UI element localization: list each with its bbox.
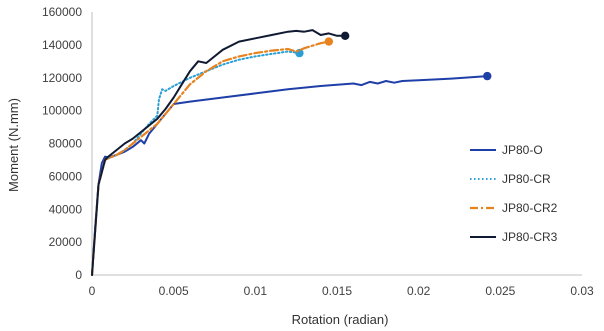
series-line-jp80-cr (91, 50, 301, 276)
y-tick-label: 160000 (42, 5, 82, 19)
series-layer (90, 29, 492, 277)
x-axis-title: Rotation (radian) (292, 312, 389, 327)
x-tick-label: 0.01 (244, 284, 268, 298)
axes (91, 12, 582, 276)
series-end-marker-jp80-cr2 (324, 37, 334, 46)
y-tick-label: 140000 (42, 38, 82, 52)
x-axis-tick-labels: 0 0.005 0.01 0.015 0.02 0.025 0.03 (89, 284, 594, 298)
series-line-jp80-cr2 (90, 40, 330, 277)
y-tick-label: 20000 (49, 235, 83, 249)
x-tick-label: 0.03 (570, 284, 594, 298)
x-tick-label: 0.025 (485, 284, 515, 298)
series-line-jp80-o (91, 75, 489, 276)
legend-label: JP80-O (502, 143, 543, 157)
legend-label: JP80-CR3 (502, 230, 558, 244)
legend: JP80-O JP80-CR JP80-CR2 JP80-CR3 (470, 143, 558, 244)
y-tick-label: 120000 (42, 71, 82, 85)
series-end-marker-jp80-o (483, 71, 492, 81)
y-tick-label: 100000 (42, 104, 82, 118)
y-tick-label: 0 (75, 268, 82, 282)
x-tick-label: 0.005 (159, 284, 189, 298)
y-axis-title: Moment (N.mm) (6, 98, 21, 192)
y-tick-label: 80000 (49, 137, 83, 151)
x-tick-label: 0 (89, 284, 96, 298)
y-axis-tick-labels: 0 20000 40000 60000 80000 100000 120000 140000 1… (42, 5, 82, 282)
x-tick-label: 0.015 (322, 284, 352, 298)
y-tick-label: 40000 (49, 202, 83, 216)
y-tick-label: 60000 (49, 169, 83, 183)
legend-label: JP80-CR2 (502, 201, 558, 215)
series-end-marker-jp80-cr3 (340, 31, 350, 41)
x-tick-label: 0.02 (407, 284, 431, 298)
series-line-jp80-cr3 (91, 29, 347, 276)
legend-label: JP80-CR (502, 172, 551, 186)
